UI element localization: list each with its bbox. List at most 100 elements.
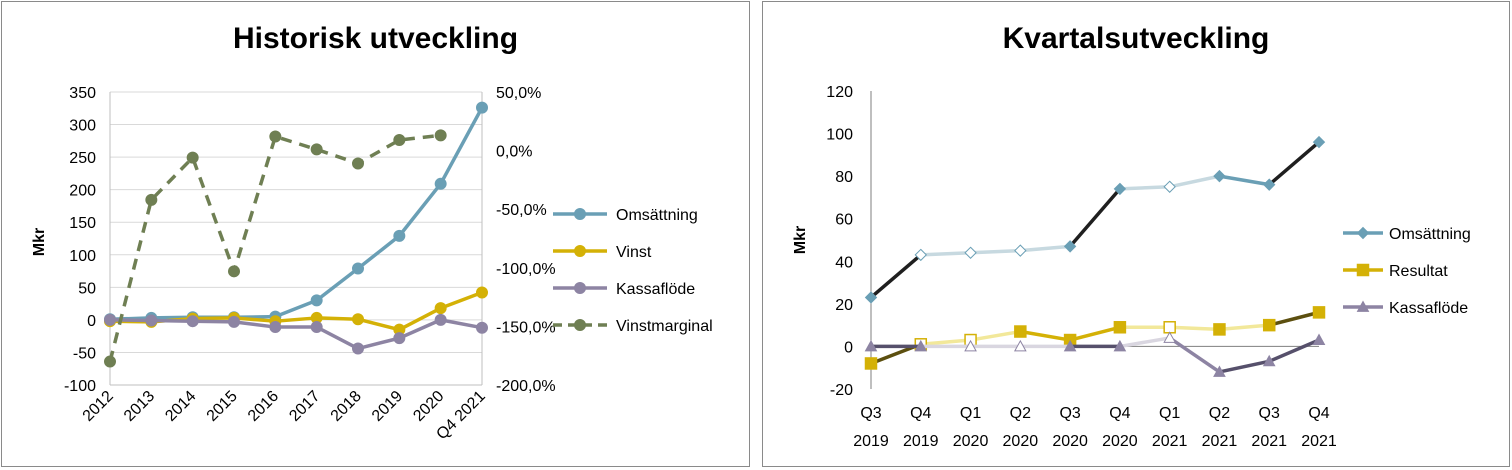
data-point-omsättning <box>1312 135 1326 149</box>
chart-panel-historisk: Historisk utveckling 350 300 250 200 150 100 5… <box>1 1 750 467</box>
series-segment-kassaflöde <box>1118 336 1172 349</box>
series-segment-resultat <box>1068 325 1122 342</box>
y2-tick-label: -100,0% <box>496 261 556 278</box>
data-point-vinstmarginal <box>104 355 116 368</box>
data-point-omsättning <box>1163 180 1176 193</box>
x-tick-label: 2016 <box>245 388 282 425</box>
data-point-kassaflöde <box>393 332 406 345</box>
x-tick-label: Q4 <box>1308 405 1329 422</box>
legend-label: Vinstmarginal <box>616 318 713 335</box>
data-point-kassaflöde <box>1113 339 1127 352</box>
data-point-vinst <box>476 286 488 299</box>
y2-tick-label: 50,0% <box>496 85 541 102</box>
y-tick-label: 0 <box>87 313 96 330</box>
y2-tick-label: 0,0% <box>496 144 532 161</box>
legend-marker <box>1356 300 1370 312</box>
series-segment-resultat <box>1217 323 1271 332</box>
chart-title: Historisk utveckling <box>232 22 519 55</box>
x-tick-label: 2020 <box>410 388 447 425</box>
y-tick-label: -50 <box>73 345 96 362</box>
y-axis-title: Mkr <box>792 226 809 254</box>
data-point-omsättning <box>964 246 977 259</box>
x-tick-label: Q1 <box>1159 405 1180 422</box>
x-tick-label: 2015 <box>204 388 241 425</box>
series-segment-omsättning <box>1217 174 1271 187</box>
series-segment-resultat <box>1267 310 1321 327</box>
data-point-kassaflöde <box>1163 331 1177 343</box>
x-tick-label: 2013 <box>121 388 158 425</box>
x-tick-label: 2021 <box>1152 433 1188 450</box>
data-point-omsättning <box>393 229 406 242</box>
legend-label: Omsättning <box>1389 226 1471 243</box>
data-point-kassaflöde <box>228 315 240 328</box>
x-tick-label: 2021 <box>1301 433 1337 450</box>
x-tick-label: 2021 <box>1202 433 1238 450</box>
x-tick-label: Q3 <box>860 405 881 422</box>
x-tick-label: Q2 <box>1010 405 1031 422</box>
y-tick-label: 150 <box>69 215 96 232</box>
data-point-kassaflöde <box>1063 339 1077 352</box>
x-tick-label: Q3 <box>1259 405 1280 422</box>
data-point-kassaflöde <box>186 315 199 328</box>
data-point-vinst <box>434 302 447 315</box>
data-point-kassaflöde <box>476 321 488 334</box>
data-point-vinst <box>352 313 364 326</box>
y-tick-label: 80 <box>835 169 853 186</box>
x-tick-label: 2020 <box>1102 433 1138 450</box>
series-segment-kassaflöde <box>1267 338 1321 364</box>
x-tick-label: 2020 <box>953 433 989 450</box>
data-point-omsättning <box>864 291 878 304</box>
y-axis-title: Mkr <box>31 228 48 256</box>
legend-marker <box>574 282 586 294</box>
data-point-kassaflöde <box>1262 354 1276 367</box>
data-point-omsättning <box>1213 169 1226 183</box>
data-point-resultat <box>1014 325 1027 338</box>
data-point-omsättning <box>1263 178 1276 191</box>
y-tick-label: 200 <box>69 183 96 200</box>
y-tick-label: 100 <box>69 248 96 265</box>
y-tick-label: 100 <box>826 127 853 144</box>
series-segment-omsättning <box>968 248 1023 255</box>
data-point-omsättning <box>1014 244 1027 257</box>
y2-tick-label: -150,0% <box>496 319 556 336</box>
data-point-vinstmarginal <box>269 130 282 143</box>
x-tick-label: 2018 <box>328 388 365 425</box>
x-tick-label: Q4 <box>910 405 931 422</box>
series-line-vinst <box>109 290 483 332</box>
data-point-resultat <box>1312 306 1326 319</box>
data-point-resultat <box>1163 321 1176 334</box>
x-tick-label: 2019 <box>369 388 406 425</box>
y-tick-label: 350 <box>69 85 96 102</box>
data-point-resultat <box>1113 321 1127 334</box>
data-point-omsättning <box>352 262 364 275</box>
x-tick-label: 2014 <box>162 388 199 425</box>
legend-label: Omsättning <box>616 207 698 224</box>
series-segment-omsättning <box>919 251 973 257</box>
series-line-omsättning <box>109 106 484 321</box>
x-tick-label: 2017 <box>286 388 323 425</box>
x-tick-label: 2019 <box>903 433 939 450</box>
series-segment-omsättning <box>1118 185 1172 191</box>
series-segment-omsättning <box>869 253 923 300</box>
chart-panel-kvartal: Kvartalsutveckling 120 100 80 60 40 20 0 -20 Mkr… <box>762 1 1510 467</box>
x-tick-label: 2021 <box>1251 433 1287 450</box>
y2-tick-label: -50,0% <box>496 202 547 219</box>
legend-marker <box>574 319 586 331</box>
x-tick-label: Q1 <box>960 405 981 422</box>
data-point-kassaflöde <box>104 313 116 326</box>
data-point-vinstmarginal <box>352 157 364 170</box>
y-tick-label: 60 <box>835 212 853 229</box>
data-point-kassaflöde <box>1213 365 1226 377</box>
data-point-vinstmarginal <box>145 193 158 206</box>
data-point-kassaflöde <box>269 321 282 334</box>
data-point-kassaflöde <box>1013 339 1027 352</box>
data-point-kassaflöde <box>1312 333 1326 345</box>
x-tick-label: Q4 <box>1109 405 1130 422</box>
data-point-kassaflöde <box>964 339 977 352</box>
legend-marker <box>1356 263 1370 277</box>
data-point-omsättning <box>310 294 323 307</box>
series-segment-resultat <box>968 329 1023 342</box>
series-line-kassaflöde <box>109 318 483 351</box>
data-point-kassaflöde <box>352 342 364 355</box>
y-tick-label: 50 <box>78 280 96 297</box>
